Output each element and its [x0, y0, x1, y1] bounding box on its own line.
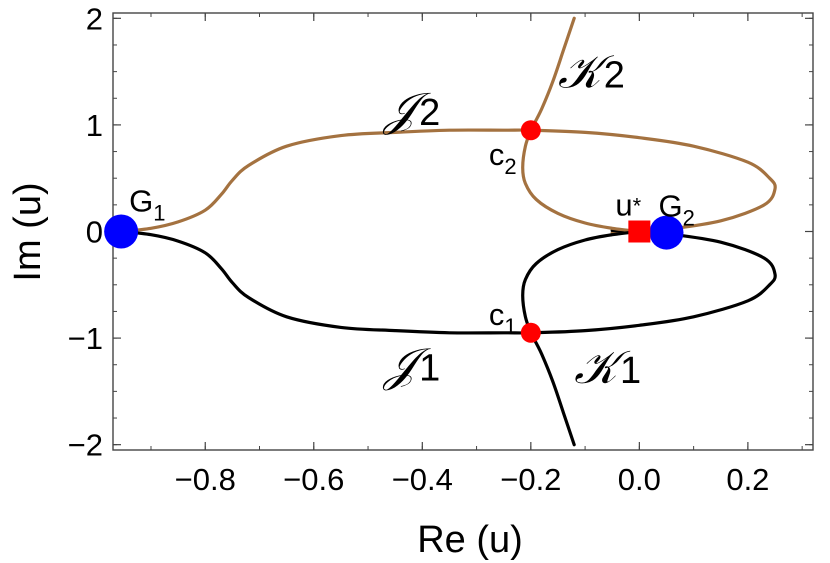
curve-label-J1: 𝒥1: [382, 338, 440, 392]
x-tick-label: −0.4: [392, 462, 453, 497]
point-label-sub: 1: [153, 201, 165, 226]
curve-K2: [521, 16, 641, 234]
y-tick-label: 2: [86, 1, 103, 36]
point-G1: [104, 214, 139, 249]
curve-label-J2: 𝒥2: [382, 82, 440, 136]
x-tick-label: −0.8: [175, 462, 236, 497]
curve-label-sub: 1: [620, 350, 641, 392]
curve-J2: [119, 128, 777, 235]
ticks: −0.8 −0.6 −0.4 −0.2 0.0 0.2 −2 −1 0 1 2: [68, 1, 813, 497]
point-label-sub: 1: [504, 314, 516, 339]
point-label-G1: G1: [129, 184, 165, 226]
point-label-ustar: u*: [615, 188, 641, 223]
x-tick-label: 0.2: [726, 462, 769, 497]
point-label-sub: 2: [504, 154, 516, 179]
point-ustar: [628, 220, 651, 243]
x-tick-label: 0.0: [618, 462, 661, 497]
point-label-c2: c2: [489, 137, 517, 179]
curve-label-K2: 𝒦2: [558, 45, 625, 99]
curve-K1: [521, 229, 641, 447]
curve-labels: 𝒥2 𝒦2 𝒥1 𝒦1: [382, 45, 641, 394]
y-tick-label: 1: [86, 108, 103, 143]
curve-label-K1: 𝒦1: [574, 340, 641, 394]
point-label-sub: *: [633, 194, 642, 219]
y-tick-label: −2: [68, 428, 103, 463]
y-axis-label: Im (u): [7, 182, 49, 281]
point-label-sub: 2: [683, 206, 695, 231]
point-c2: [520, 120, 541, 141]
curve-J1: [119, 228, 777, 335]
y-tick-label: −1: [68, 321, 103, 356]
y-tick-label: 0: [86, 215, 103, 250]
point-c1: [520, 322, 541, 343]
plot-frame: [112, 12, 814, 451]
point-G2: [649, 215, 684, 250]
curve-label-sub: 2: [419, 92, 440, 134]
curve-label-sub: 2: [604, 55, 625, 97]
x-tick-label: −0.2: [500, 462, 561, 497]
curves: [119, 16, 777, 447]
x-tick-label: −0.6: [283, 462, 344, 497]
curve-label-sub: 1: [419, 348, 440, 390]
x-axis-label: Re (u): [417, 519, 523, 561]
